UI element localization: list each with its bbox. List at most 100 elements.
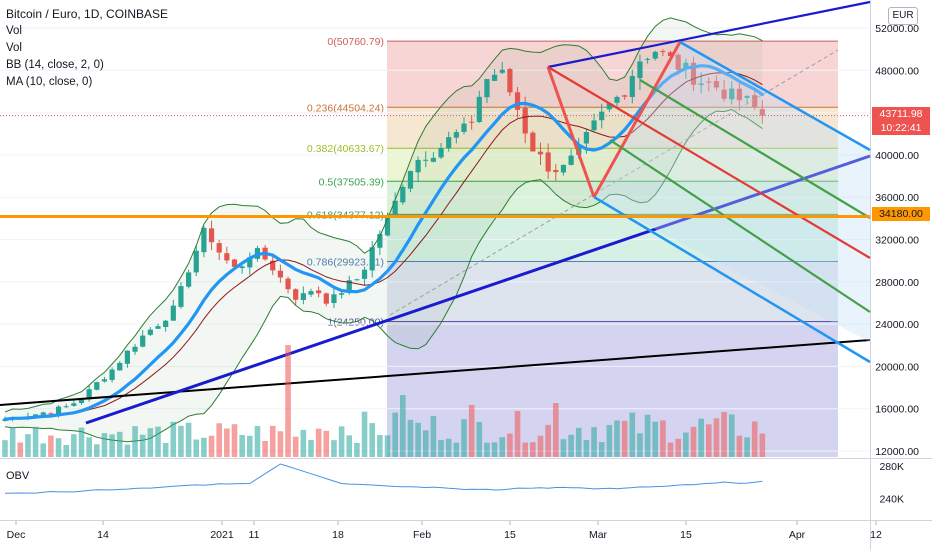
currency-button[interactable]: EUR xyxy=(888,7,918,25)
volume-bar xyxy=(40,443,47,457)
price-tick-label: 40000.00 xyxy=(875,150,919,162)
volume-bar xyxy=(71,434,77,457)
candle-body xyxy=(33,414,39,416)
volume-bar xyxy=(545,424,551,457)
volume-bar xyxy=(667,442,674,457)
time-tick-label: Apr xyxy=(789,529,806,541)
volume-bar xyxy=(400,395,406,457)
volume-bar xyxy=(308,440,314,457)
volume-bar xyxy=(25,434,31,457)
volume-bar xyxy=(361,411,368,457)
time-tick-label: 15 xyxy=(504,529,516,541)
price-tick-label: 28000.00 xyxy=(875,277,919,289)
legend-ma[interactable]: MA (10, close, 0) xyxy=(6,76,93,88)
volume-bar xyxy=(17,442,24,457)
volume-bar xyxy=(652,421,659,457)
candle-body xyxy=(331,294,337,304)
time-tick-label: 18 xyxy=(332,529,344,541)
volume-bar xyxy=(598,442,605,457)
candle-body xyxy=(652,51,658,59)
price-tick-label: 12000.00 xyxy=(875,446,919,458)
volume-bar xyxy=(438,439,444,457)
volume-bar xyxy=(254,426,261,457)
candle-body xyxy=(729,88,735,100)
volume-bar xyxy=(285,345,291,457)
candle-body xyxy=(461,123,467,132)
candle-body xyxy=(224,253,230,261)
candle-body xyxy=(392,200,398,216)
candle-body xyxy=(270,260,276,271)
symbol-title[interactable]: Bitcoin / Euro, 1D, COINBASE xyxy=(6,7,169,21)
candle-body xyxy=(293,289,299,300)
volume-bar xyxy=(201,437,207,457)
bb-basis xyxy=(4,71,763,420)
candle-body xyxy=(140,335,146,347)
price-tick-label: 16000.00 xyxy=(875,404,919,416)
support-trendline xyxy=(85,154,871,425)
candle-body xyxy=(117,362,123,371)
volume-bar xyxy=(178,425,184,457)
candle-body xyxy=(591,120,597,131)
legend-vol-2[interactable]: Vol xyxy=(6,42,22,54)
candle-body xyxy=(698,83,704,86)
candle-body xyxy=(178,286,184,307)
bb-lower xyxy=(4,108,763,443)
candle-body xyxy=(415,159,421,173)
candle-body xyxy=(514,92,521,110)
volume-bar xyxy=(706,424,712,457)
fib-level-label: 0(50760.79) xyxy=(327,36,384,48)
pitchfork-inner-lower xyxy=(609,139,871,313)
candle-body xyxy=(545,152,551,172)
long-trendline xyxy=(0,339,871,406)
candle-body xyxy=(354,279,360,281)
drawing-tools xyxy=(0,0,871,425)
fib-zone-below xyxy=(387,321,838,457)
candle-body xyxy=(400,186,406,203)
candle-body xyxy=(170,305,176,321)
price-tick-label: 52000.00 xyxy=(875,23,919,35)
volume-bar xyxy=(193,439,200,457)
volume-bar xyxy=(331,440,337,457)
volume-bar xyxy=(759,433,766,457)
obv-line xyxy=(4,463,763,494)
candle-body xyxy=(583,132,589,144)
volume-bar xyxy=(377,435,383,457)
volume-bar xyxy=(445,438,452,457)
candle-body xyxy=(683,62,689,69)
candle-body xyxy=(706,81,712,83)
volume-bar xyxy=(713,418,720,457)
candle-body xyxy=(124,350,130,364)
candle-body xyxy=(208,228,215,243)
volume-bar xyxy=(346,435,353,457)
price-tick-label: 20000.00 xyxy=(875,361,919,373)
candle-body xyxy=(109,369,115,380)
legend-bb[interactable]: BB (14, close, 2, 0) xyxy=(6,59,104,71)
candle-body xyxy=(163,320,169,328)
volume-bar xyxy=(530,442,536,457)
candle-body xyxy=(369,247,375,271)
candle-body xyxy=(446,137,452,149)
candle-body xyxy=(492,74,498,81)
legend-vol-1[interactable]: Vol xyxy=(6,25,22,37)
fib-zone xyxy=(387,41,838,108)
candle-body xyxy=(606,103,612,110)
volume-bar xyxy=(300,429,307,457)
time-tick-label: 14 xyxy=(97,529,109,541)
fib-zone xyxy=(387,214,838,262)
candle-body xyxy=(430,157,436,162)
volume-bar xyxy=(476,422,483,457)
candle-body xyxy=(55,406,62,414)
volume-bar xyxy=(247,435,253,457)
volume-bar xyxy=(269,425,276,457)
candle-body xyxy=(423,159,429,161)
candle-body xyxy=(645,58,651,60)
candle-body xyxy=(78,399,85,404)
candle-body xyxy=(484,79,490,98)
obv-legend[interactable]: OBV xyxy=(6,470,30,482)
candle-body xyxy=(71,403,77,406)
volume-bar xyxy=(675,438,681,457)
countdown-tag: 10:22:41 xyxy=(872,121,930,135)
volume-bar xyxy=(621,420,628,457)
volume-bar xyxy=(109,434,115,457)
